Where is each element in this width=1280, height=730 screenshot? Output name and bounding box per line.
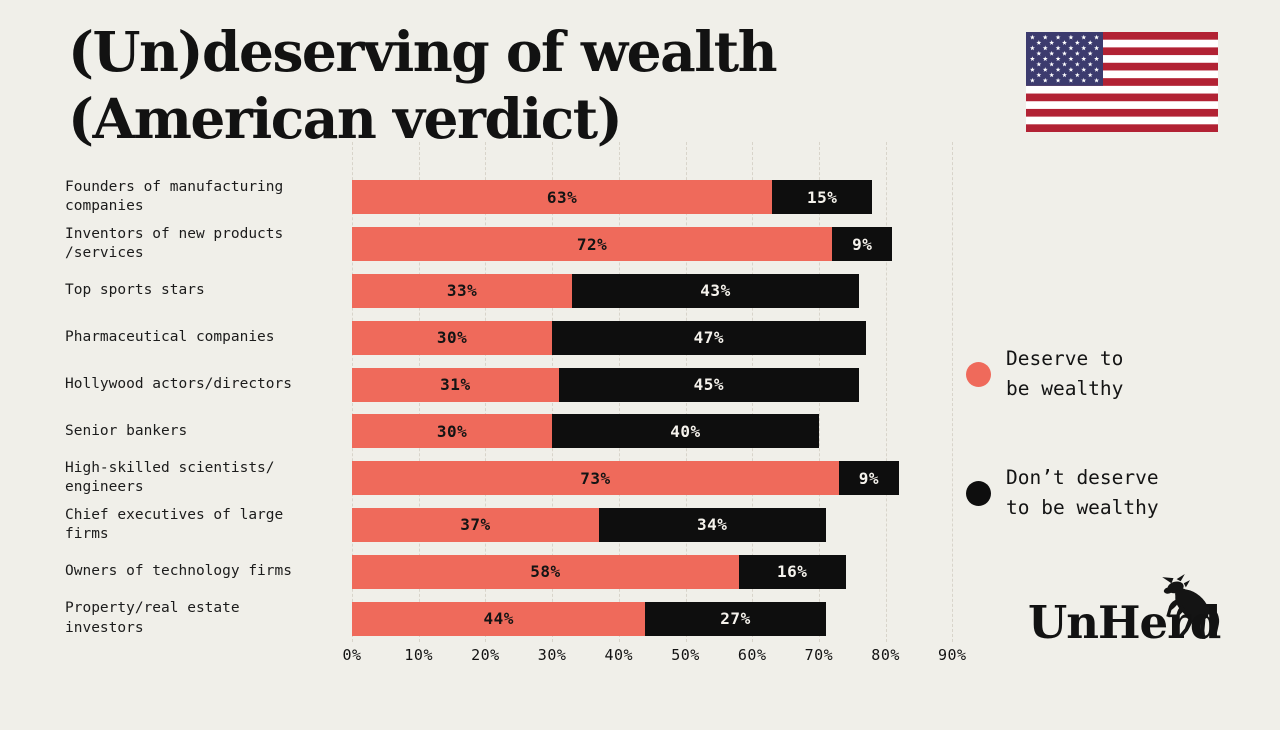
x-axis-tick: 70% — [804, 646, 834, 664]
bar-segment: 43% — [572, 273, 859, 308]
x-axis-tick: 90% — [938, 646, 967, 664]
stacked-bar: 73% 9% — [352, 461, 899, 496]
category-label: Founders of manufacturing companies — [65, 179, 284, 215]
bar-segment: 15% — [772, 180, 873, 215]
bar-segment: 45% — [558, 367, 859, 402]
x-axis-tick: 50% — [671, 646, 700, 664]
bar-segment: 27% — [645, 601, 826, 636]
title-line-1: (Un)deserving of wealth — [68, 19, 778, 84]
bar-segment: 58% — [352, 554, 739, 589]
x-axis-tick: 60% — [737, 646, 767, 664]
bar-segment: 47% — [552, 320, 866, 355]
legend-item-dont-deserve: Don’t deserve to be wealthy — [966, 463, 1159, 523]
unherd-logo-text: UnHerd — [1028, 596, 1221, 649]
gridline — [952, 142, 954, 642]
bar-segment: 31% — [352, 367, 559, 402]
us-flag-icon — [1026, 32, 1218, 132]
category-label: Property/real estate investors — [65, 600, 240, 636]
bar-segment: 16% — [738, 554, 846, 589]
bar-row: 73% 9% — [352, 455, 1052, 502]
stacked-bar: 33% 43% — [352, 273, 859, 308]
category-label: Inventors of new products /services — [65, 226, 284, 262]
x-axis-tick: 80% — [871, 646, 900, 664]
bar-segment: 44% — [352, 601, 646, 636]
bar-row: 58% 16% — [352, 548, 1052, 595]
deserve-legend-dot-icon — [966, 361, 991, 387]
bar-row: 72% 9% — [352, 221, 1052, 268]
category-label-column: Founders of manufacturing companies Inven… — [65, 174, 350, 642]
x-axis-tick: 20% — [471, 646, 500, 664]
category-label: Owners of technology firms — [65, 563, 292, 580]
x-axis: 0% 10% 20% 30% 40% 50% 60% 70% 80% 90% — [342, 646, 1052, 668]
category-label: Top sports stars — [65, 282, 205, 299]
page-title: (Un)deserving of wealth (American verdic… — [68, 18, 778, 152]
bar-row: 30% 47% — [352, 314, 1052, 361]
bar-row: 63% 15% — [352, 174, 1052, 221]
bar-segment: 9% — [832, 227, 893, 262]
stacked-bar: 44% 27% — [352, 601, 826, 636]
bar-segment: 73% — [352, 461, 839, 496]
rearing-cow-icon — [1162, 574, 1220, 639]
bar-segment: 40% — [552, 414, 819, 449]
stacked-bar: 30% 47% — [352, 320, 866, 355]
category-label: Chief executives of large firms — [65, 506, 284, 542]
category-label: Hollywood actors/directors — [65, 376, 292, 393]
stacked-bar-chart: 63% 15% 72% 9% 33% 43% 30% 47% 31% 45% 30% 40% 73% 9%… — [352, 174, 1052, 642]
bar-segment: 33% — [352, 273, 573, 308]
legend-label-dont-deserve: Don’t deserve to be wealthy — [1006, 466, 1159, 520]
stacked-bar: 63% 15% — [352, 180, 873, 215]
bar-row: 37% 34% — [352, 502, 1052, 549]
bar-segment: 9% — [838, 461, 899, 496]
bar-row: 44% 27% — [352, 595, 1052, 642]
dont-deserve-legend-dot-icon — [966, 480, 991, 506]
x-axis-tick: 40% — [604, 646, 634, 664]
stacked-bar: 30% 40% — [352, 414, 819, 449]
gridline — [885, 142, 887, 642]
x-axis-tick: 30% — [537, 646, 567, 664]
category-label: Pharmaceutical companies — [65, 329, 275, 346]
stacked-bar: 72% 9% — [352, 227, 893, 262]
bar-row: 31% 45% — [352, 361, 1052, 408]
unherd-logo: UnHerd — [1028, 596, 1221, 649]
category-label: High-skilled scientists/ engineers — [65, 460, 275, 496]
bar-segment: 30% — [352, 414, 553, 449]
legend: Deserve to be wealthy Don’t deserve to b… — [966, 344, 1159, 582]
stacked-bar: 31% 45% — [352, 367, 859, 402]
bar-segment: 63% — [352, 180, 773, 215]
bar-row: 30% 40% — [352, 408, 1052, 455]
bar-segment: 30% — [352, 320, 553, 355]
x-axis-tick: 0% — [342, 646, 362, 664]
stacked-bar: 58% 16% — [352, 554, 846, 589]
title-line-2: (American verdict) — [68, 86, 623, 152]
bar-segment: 72% — [352, 227, 833, 262]
bar-row: 33% 43% — [352, 268, 1052, 315]
legend-item-deserve: Deserve to be wealthy — [966, 344, 1159, 404]
stacked-bar: 37% 34% — [352, 507, 826, 542]
bar-segment: 37% — [352, 507, 599, 542]
bar-segment: 34% — [598, 507, 826, 542]
x-axis-tick: 10% — [404, 646, 433, 664]
category-label: Senior bankers — [65, 422, 188, 439]
legend-label-deserve: Deserve to be wealthy — [1006, 347, 1124, 401]
